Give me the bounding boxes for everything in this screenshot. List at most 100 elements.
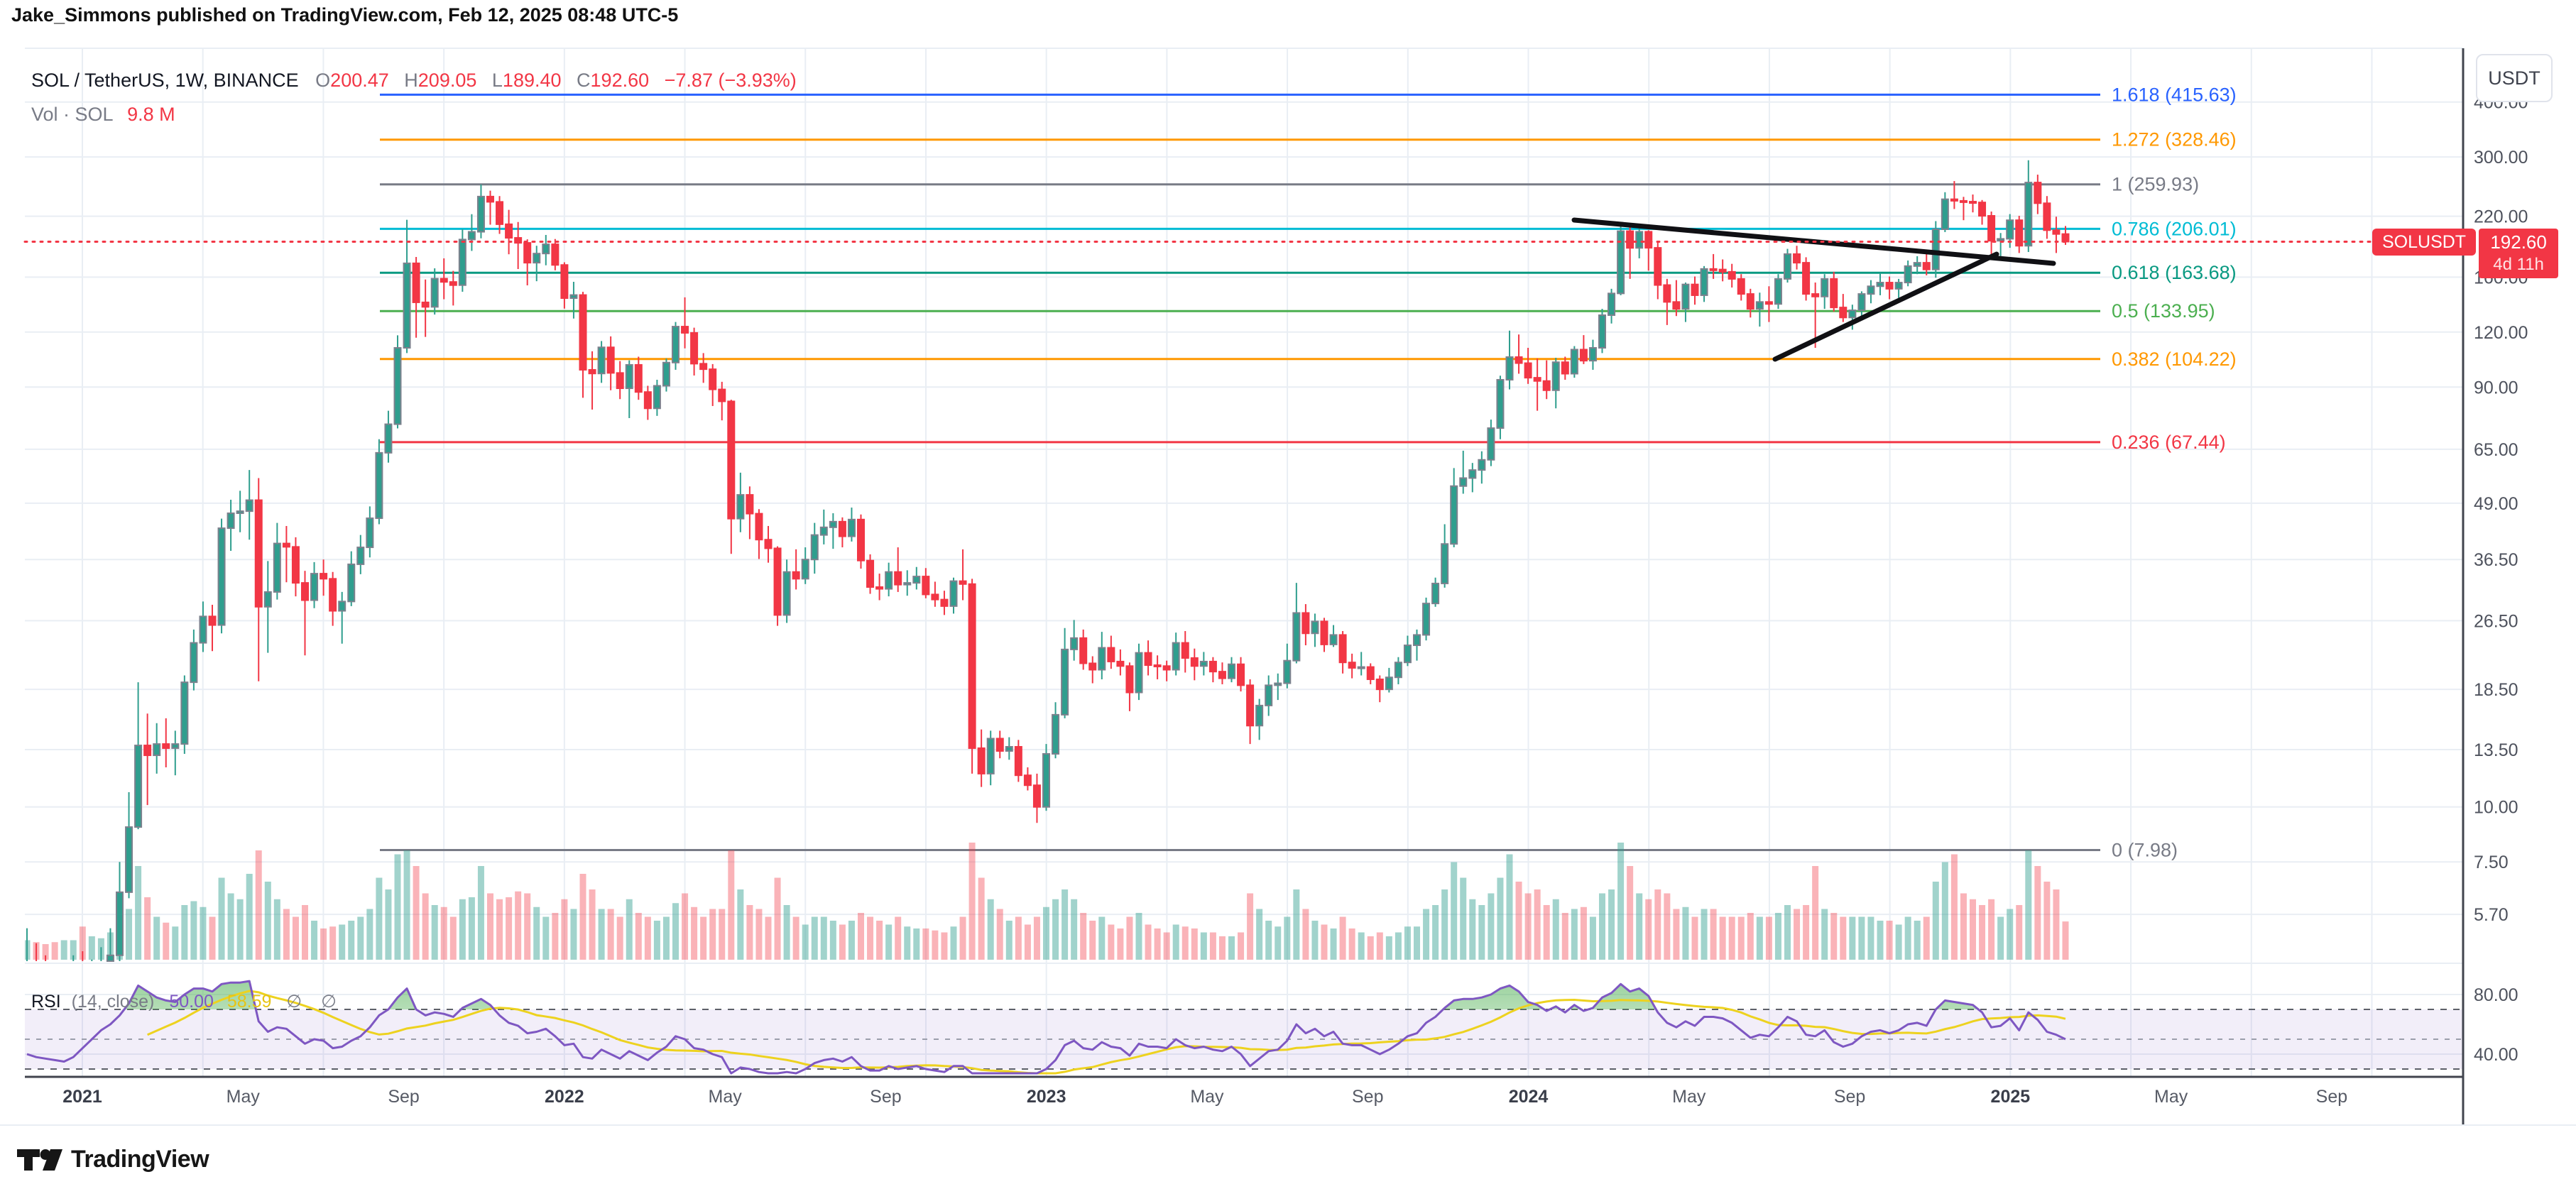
volume-bar: [996, 909, 1003, 960]
volume-bar: [1840, 916, 1847, 960]
volume-bar: [236, 899, 244, 960]
volume-bar: [691, 906, 698, 960]
candle-body: [1283, 659, 1292, 684]
candle-body: [1413, 634, 1421, 647]
price-tick-label: 300.00: [2474, 148, 2528, 168]
rsi-overbought-fill: [27, 981, 2065, 1009]
price-badge-countdown: 4d 11h: [2493, 255, 2544, 274]
candle-body: [1821, 278, 1829, 297]
candle-body: [1626, 230, 1634, 249]
candle-body: [2052, 229, 2061, 235]
candle-body: [199, 615, 207, 644]
time-tick-label: Sep: [388, 1087, 419, 1107]
candle-body: [1116, 660, 1125, 667]
volume-bar: [533, 906, 540, 960]
candle-body: [1551, 361, 1560, 391]
candle-body: [1478, 459, 1486, 471]
price-axis-labels[interactable]: 400.00300.00220.00160.00120.0090.0065.00…: [2474, 93, 2528, 1065]
candle-body: [496, 201, 504, 225]
fib-label: 0.786 (206.01): [2112, 218, 2237, 239]
volume-legend[interactable]: Vol · SOL 9.8 M: [31, 104, 175, 126]
price-tick-label: 220.00: [2474, 207, 2528, 227]
high-label: H: [404, 70, 418, 91]
volume-bar: [1191, 928, 1198, 960]
volume-bar: [1311, 921, 1319, 960]
rsi-legend[interactable]: RSI (14, close) 50.00 58.59 ∅ ∅: [31, 991, 344, 1012]
volume-bar: [1321, 924, 1328, 960]
candle-body: [551, 243, 560, 266]
volume-bar: [394, 854, 401, 960]
candle-body: [190, 642, 198, 684]
volume-bar: [459, 899, 466, 960]
candle-body: [931, 593, 939, 601]
volume-bar: [2043, 882, 2051, 960]
volume-bar: [1089, 921, 1096, 960]
volume-bar: [1664, 893, 1671, 960]
volume-bar: [524, 893, 531, 960]
time-tick-label: May: [1672, 1087, 1706, 1107]
time-tick-label: May: [1190, 1087, 1224, 1107]
candle-body: [514, 237, 523, 244]
volume-bar: [820, 916, 827, 960]
volume-bar: [682, 893, 689, 960]
currency-toggle-button[interactable]: USDT: [2476, 54, 2553, 102]
candle-body: [1422, 603, 1431, 636]
volume-bar: [1691, 916, 1698, 960]
high-value: 209.05: [417, 70, 477, 91]
rsi-params: (14, close): [71, 992, 155, 1012]
candle-body: [885, 571, 893, 590]
candle-body: [968, 583, 976, 749]
time-axis-labels[interactable]: 2021 May Sep 2022 May Sep 2023 May Sep 2024 May Sep…: [62, 1087, 2347, 1107]
candle-body: [310, 573, 319, 601]
volume-bar: [1061, 889, 1069, 960]
candle-body: [403, 262, 411, 349]
candle-body: [1005, 745, 1013, 752]
candle-body: [1904, 265, 1912, 284]
volume-value: 9.8 M: [127, 104, 175, 125]
symbol-legend[interactable]: SOL / TetherUS, 1W, BINANCE O200.47 H209…: [31, 70, 797, 92]
volume-bar: [292, 916, 299, 960]
volume-bar: [1960, 893, 1967, 960]
tradingview-logo[interactable]: TradingView: [17, 1146, 209, 1173]
fib-label: 1.272 (328.46): [2112, 129, 2237, 150]
candle-body: [1737, 278, 1745, 295]
volume-bar: [385, 889, 392, 960]
candle-body: [1385, 676, 1393, 691]
candle-body: [1857, 293, 1866, 312]
candle-body: [1032, 784, 1041, 808]
candle-body: [1431, 582, 1440, 605]
fib-label: 0.618 (163.68): [2112, 262, 2237, 283]
volume-bar: [1302, 909, 1309, 960]
volume-bar: [1941, 862, 1948, 960]
candle-body: [1348, 662, 1356, 669]
volume-bar: [163, 922, 170, 960]
candle-body: [1052, 713, 1060, 755]
volume-bar: [376, 877, 383, 960]
candle-body: [1441, 543, 1449, 584]
time-tick-label: Sep: [2316, 1087, 2347, 1107]
low-value: 189.40: [502, 70, 562, 91]
fib-retracement[interactable]: 1.618 (415.63) 1.272 (328.46) 1 (259.93) 0.…: [380, 84, 2237, 860]
volume-bar: [1033, 916, 1040, 960]
volume-bar: [598, 909, 605, 960]
volume-bar: [746, 905, 753, 960]
volume-bar: [2007, 909, 2014, 960]
volume-bar: [941, 932, 948, 960]
candle-body: [1774, 278, 1782, 305]
tradingview-logo-icon: [17, 1149, 62, 1171]
candle-body: [476, 195, 485, 233]
candle-body: [1867, 285, 1875, 295]
price-tick-label: 36.50: [2474, 550, 2518, 570]
time-tick-label: 2023: [1027, 1087, 1066, 1107]
volume-bar: [1645, 899, 1652, 960]
candle-body: [1709, 268, 1718, 271]
volume-bar: [2034, 866, 2041, 960]
volume-bar: [662, 916, 670, 960]
volume-bar: [1627, 866, 1634, 960]
candle-body: [569, 294, 578, 300]
candle-body: [1079, 637, 1088, 664]
volume-bar: [542, 916, 550, 960]
volume-bar: [1710, 909, 1717, 960]
